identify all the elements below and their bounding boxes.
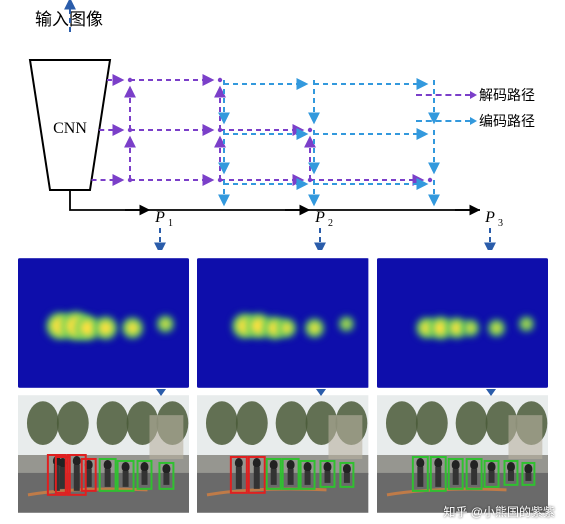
svg-text:3: 3: [498, 218, 503, 229]
detection-row: [18, 395, 548, 513]
flow-arrow-icon: [316, 389, 326, 396]
svg-text:P: P: [484, 209, 495, 226]
legend-encode: 编码路径: [416, 111, 535, 131]
svg-text:P: P: [154, 209, 165, 226]
detection-panel: [197, 395, 368, 513]
detection-panel: [377, 395, 548, 513]
heatmap-panel: [197, 258, 368, 388]
svg-text:2: 2: [328, 218, 333, 229]
flow-arrow-icon: [156, 389, 166, 396]
svg-text:1: 1: [168, 218, 173, 229]
legend-decode-label: 解码路径: [479, 85, 535, 105]
svg-text:P: P: [314, 209, 325, 226]
heatmap-row: [18, 258, 548, 388]
heatmap-panel: [377, 258, 548, 388]
legend-decode: 解码路径: [416, 85, 535, 105]
detection-panel: [18, 395, 189, 513]
heatmap-panel: [18, 258, 189, 388]
svg-text:CNN: CNN: [53, 120, 87, 137]
legend-encode-label: 编码路径: [479, 111, 535, 131]
flow-arrow-icon: [486, 389, 496, 396]
watermark: 知乎 @小熊国的紫紫: [443, 503, 555, 520]
